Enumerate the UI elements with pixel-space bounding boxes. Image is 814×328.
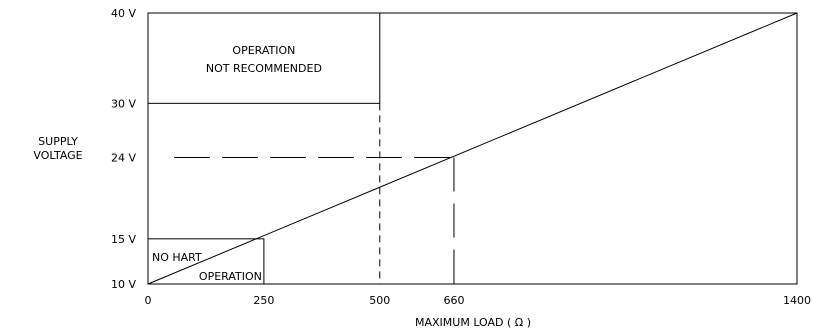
region-1-label-line-2: OPERATION (199, 270, 262, 283)
region-0-label-line-2: NOT RECOMMENDED (206, 62, 322, 75)
x-axis-label: MAXIMUM LOAD ( Ω ) (415, 316, 531, 328)
y-tick-label-24: 24 V (111, 152, 136, 165)
region-0-label-line-1: OPERATION (232, 44, 295, 57)
x-tick-label-250: 250 (253, 294, 274, 307)
region-0-box (147, 12, 381, 104)
y-tick-label-10: 10 V (111, 278, 136, 291)
y-tick-label-40: 40 V (111, 7, 136, 20)
plot-frame (147, 12, 798, 285)
x-tick-label-0: 0 (145, 294, 152, 307)
x-tick-label-500: 500 (369, 294, 390, 307)
y-tick-label-15: 15 V (111, 233, 136, 246)
x-tick-label-660: 660 (443, 294, 464, 307)
x-tick-label-1400: 1400 (783, 294, 811, 307)
load-line-0 (147, 12, 798, 285)
region-1-label-line-1: NO HART (152, 251, 202, 264)
y-axis-label-line-1: SUPPLY (38, 135, 78, 148)
y-axis-label-line-2: VOLTAGE (33, 149, 83, 162)
region-1-box (147, 238, 265, 285)
y-tick-label-30: 30 V (111, 97, 136, 110)
y-axis-label: SUPPLY VOLTAGE (18, 135, 98, 163)
